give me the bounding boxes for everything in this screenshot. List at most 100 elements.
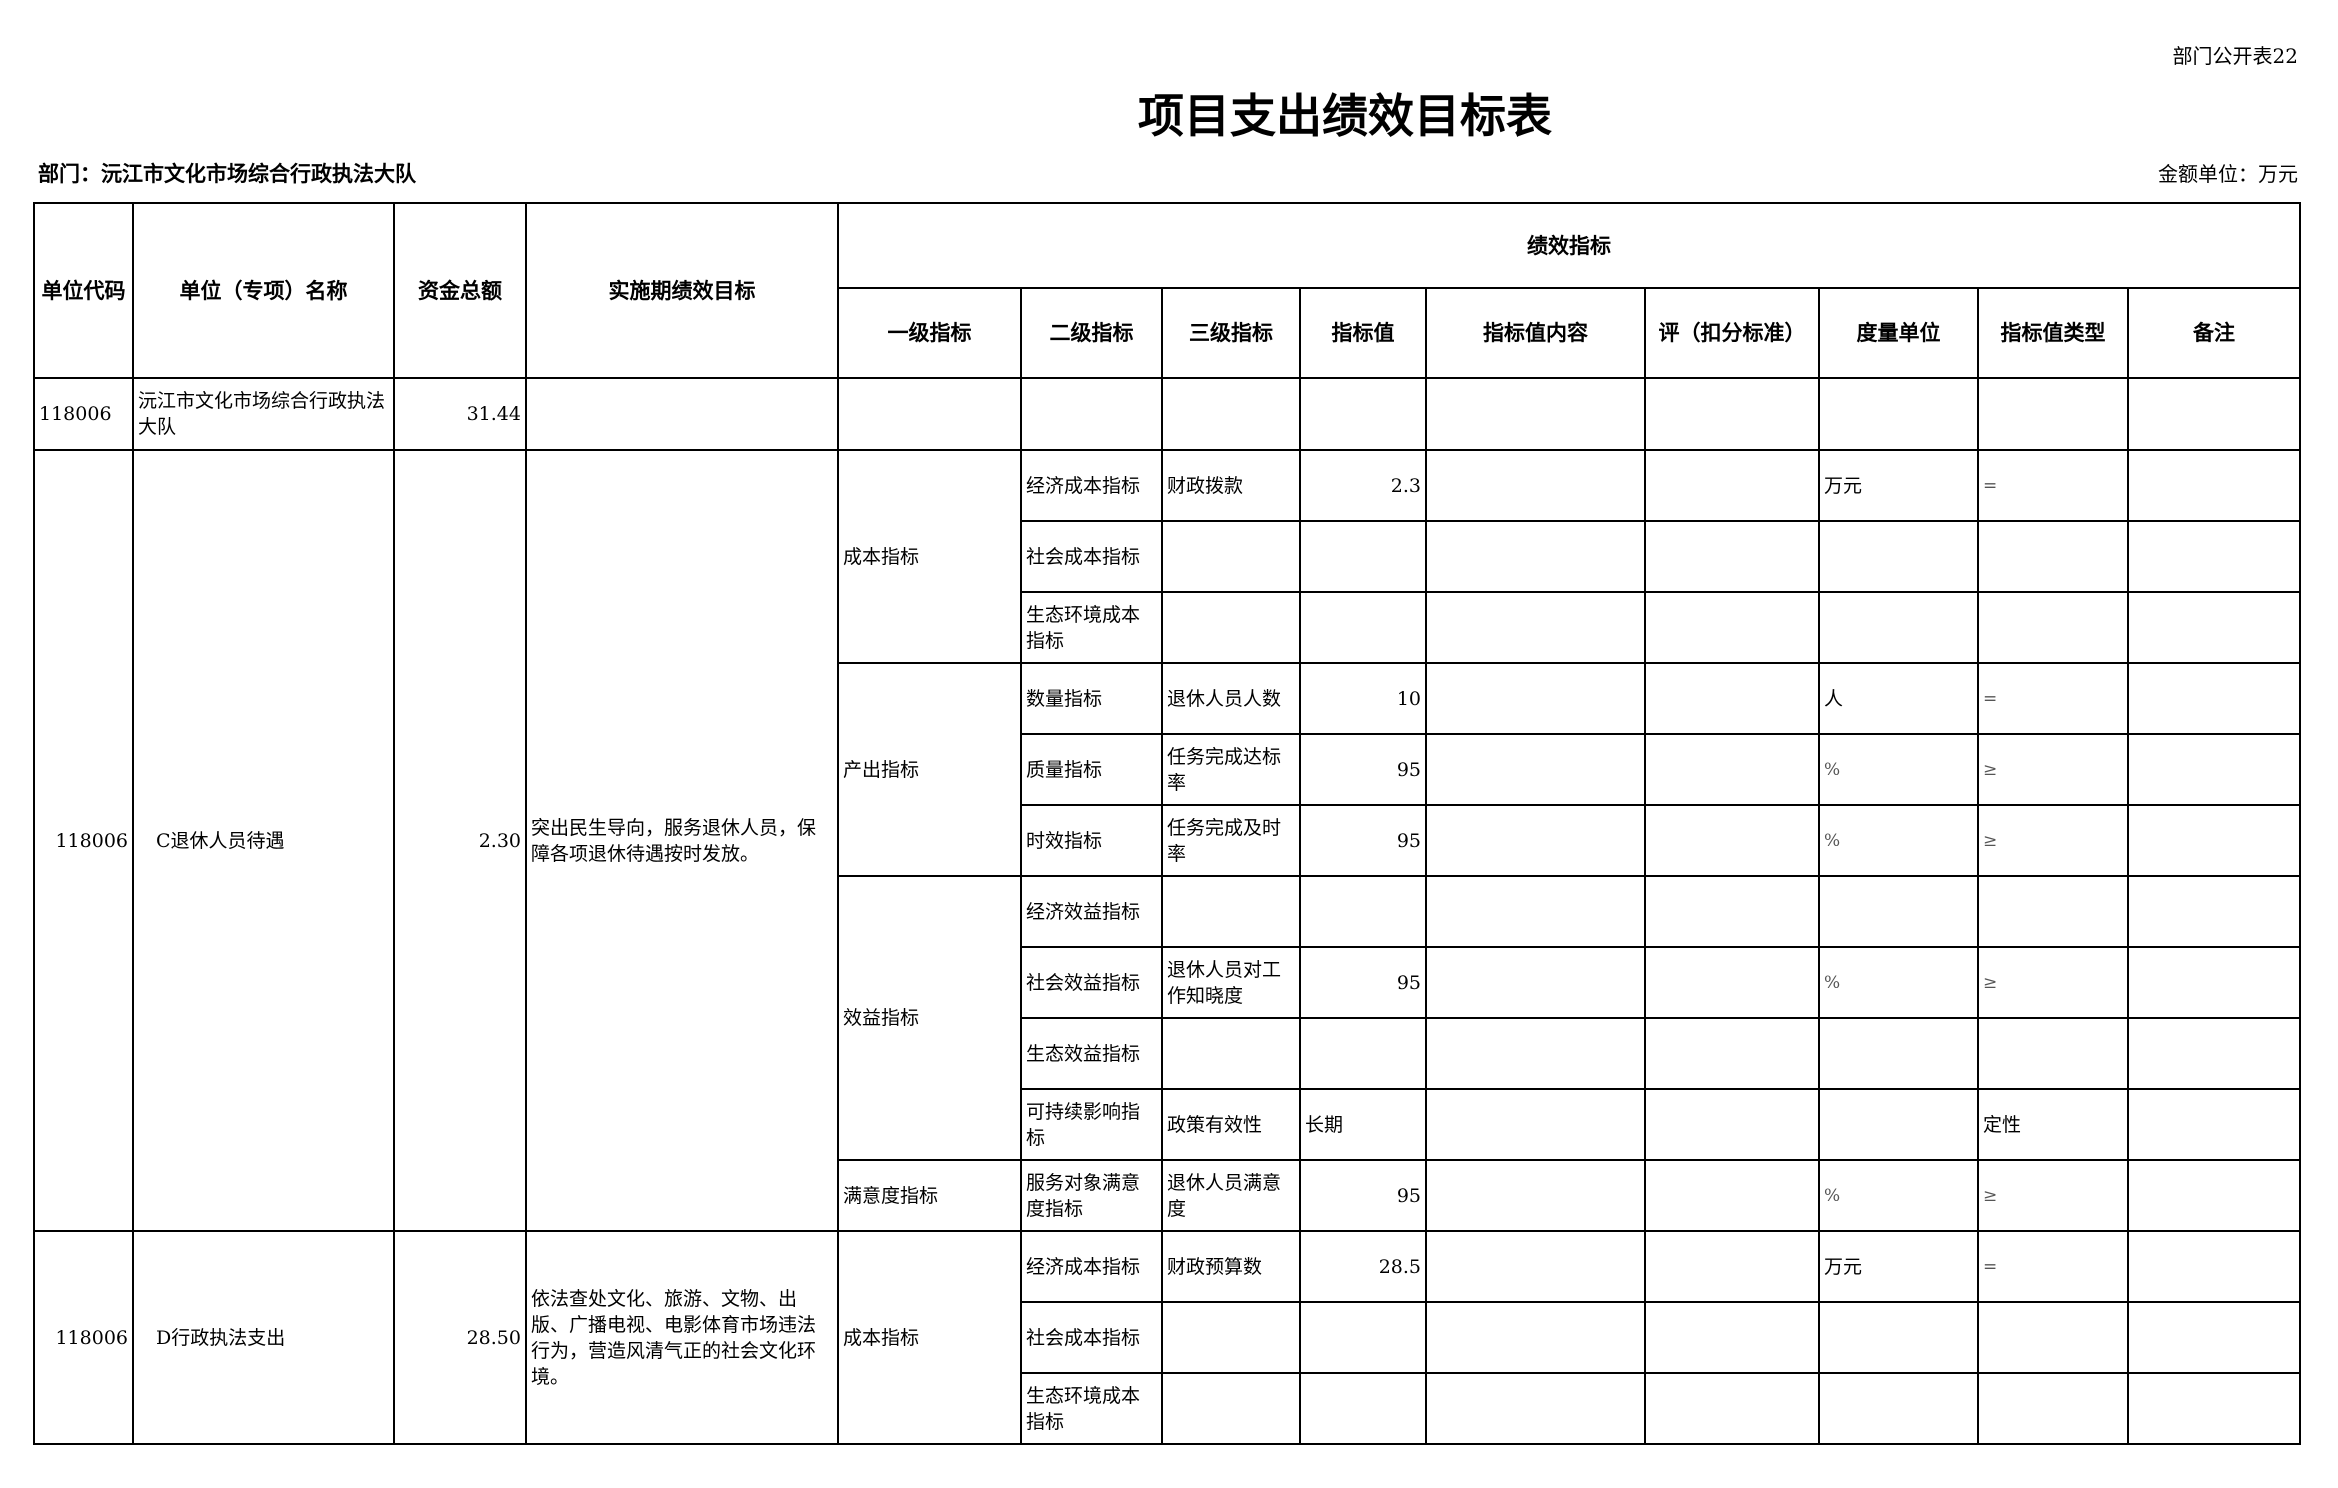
form-number: 部门公开表22 xyxy=(2172,44,2298,68)
indicator-row: 时效指标 任务完成及时率 95% ≥ xyxy=(34,804,2302,877)
level1-indicator: 产出指标 xyxy=(837,662,1022,877)
indicator-content xyxy=(1425,1159,1646,1232)
indicator-note xyxy=(2126,1230,2302,1303)
level2-indicator: 经济成本指标 xyxy=(1020,1230,1163,1303)
header-name: 单位（专项）名称 xyxy=(132,202,395,379)
header-indicators: 绩效指标 xyxy=(836,202,2302,289)
indicator-score xyxy=(1644,875,1820,948)
indicator-score xyxy=(1644,1159,1820,1232)
measure-unit xyxy=(1818,1372,1979,1445)
indicator-row: 118006 D行政执法支出 28.50 依法查处文化、旅游、文物、出版、广播电视、电… xyxy=(33,1230,2302,1445)
indicator-type: = xyxy=(1977,1230,2129,1303)
indicator-note xyxy=(2126,733,2302,806)
indicator-value xyxy=(1299,1372,1427,1445)
indicator-type: = xyxy=(1977,449,2129,522)
level1-indicator: 满意度指标 xyxy=(837,1159,1022,1232)
indicator-content xyxy=(1425,1017,1646,1090)
indicator-type xyxy=(1977,591,2129,664)
project-code: 118006 xyxy=(33,449,134,1232)
indicator-score xyxy=(1644,1372,1820,1445)
indicator-type xyxy=(1977,1017,2129,1090)
indicator-score xyxy=(1644,1017,1820,1090)
indicator-row: 生态环境成本指标 xyxy=(34,591,2302,664)
indicator-score xyxy=(1644,946,1820,1019)
header-type: 指标值类型 xyxy=(1977,287,2129,379)
indicator-type: = xyxy=(1977,662,2129,735)
header-level3: 三级指标 xyxy=(1161,287,1301,379)
indicator-row: 118006 C退休人员待遇 2.30 突出民生导向，服务退休人员，保障各项退休待遇按… xyxy=(33,449,2302,1232)
indicator-value: 95 xyxy=(1299,733,1427,806)
indicator-type xyxy=(1977,1301,2129,1374)
indicator-note xyxy=(2126,591,2302,664)
indicator-value: 长期 xyxy=(1299,1088,1427,1161)
measure-unit: 人 xyxy=(1818,662,1979,735)
indicator-content xyxy=(1425,449,1646,522)
indicator-type: 定性 xyxy=(1977,1088,2129,1161)
indicator-value xyxy=(1299,520,1427,593)
level3-indicator: 退休人员人数 xyxy=(1161,662,1301,735)
level1-indicator: 效益指标 xyxy=(837,875,1022,1161)
level3-indicator: 退休人员满意度 xyxy=(1161,1159,1301,1232)
indicator-note xyxy=(2126,1159,2302,1232)
header-level2: 二级指标 xyxy=(1020,287,1163,379)
level3-indicator xyxy=(1161,520,1301,593)
header-level1: 一级指标 xyxy=(837,287,1022,379)
indicator-content xyxy=(1425,1301,1646,1374)
measure-unit xyxy=(1818,591,1979,664)
header-content: 指标值内容 xyxy=(1425,287,1646,379)
header-goal: 实施期绩效目标 xyxy=(525,202,839,379)
performance-target-table: 单位代码 单位（专项）名称 资金总额 实施期绩效目标 绩效指标 一级指标 二级指… xyxy=(33,202,2302,1445)
level2-indicator: 社会成本指标 xyxy=(1020,1301,1163,1374)
measure-unit: % xyxy=(1818,733,1979,806)
header-value: 指标值 xyxy=(1299,287,1427,379)
measure-unit: 万元 xyxy=(1818,1230,1979,1303)
level3-indicator xyxy=(1161,875,1301,948)
summary-row: 118006 沅江市文化市场综合行政执法大队 31.44 xyxy=(33,377,2302,451)
indicator-row: 产出指标 数量指标 退休人员人数 10 人 = xyxy=(34,662,2302,877)
indicator-note xyxy=(2126,946,2302,1019)
indicator-row: 可持续影响指标 政策有效性 长期 定性 xyxy=(34,1088,2302,1161)
indicator-content xyxy=(1425,662,1646,735)
header-code: 单位代码 xyxy=(33,202,134,379)
level2-indicator: 时效指标 xyxy=(1020,804,1163,877)
indicator-type xyxy=(1977,875,2129,948)
level3-indicator: 政策有效性 xyxy=(1161,1088,1301,1161)
indicator-value: 95 xyxy=(1299,1159,1427,1232)
project-amount: 2.30 xyxy=(393,449,527,1232)
summary-code: 118006 xyxy=(33,377,134,451)
indicator-score xyxy=(1644,591,1820,664)
indicator-value xyxy=(1299,1017,1427,1090)
level2-indicator: 生态效益指标 xyxy=(1020,1017,1163,1090)
indicator-score xyxy=(1644,1088,1820,1161)
indicator-row: 社会成本指标 xyxy=(34,520,2302,593)
measure-unit xyxy=(1818,520,1979,593)
measure-unit xyxy=(1818,1301,1979,1374)
indicator-value: 2.3 xyxy=(1299,449,1427,522)
level3-indicator xyxy=(1161,1372,1301,1445)
indicator-value xyxy=(1299,875,1427,948)
project-name: D行政执法支出 xyxy=(132,1230,395,1445)
indicator-content xyxy=(1425,1230,1646,1303)
measure-unit: % xyxy=(1818,946,1979,1019)
level3-indicator: 财政拨款 xyxy=(1161,449,1301,522)
indicator-row: 生态效益指标 xyxy=(34,1017,2302,1090)
indicator-row: 社会成本指标 xyxy=(34,1301,2302,1374)
level2-indicator: 经济成本指标 xyxy=(1020,449,1163,522)
indicator-content xyxy=(1425,804,1646,877)
indicator-type: ≥ xyxy=(1977,804,2129,877)
level2-indicator: 质量指标 xyxy=(1020,733,1163,806)
level3-indicator: 任务完成及时率 xyxy=(1161,804,1301,877)
project-goal: 依法查处文化、旅游、文物、出版、广播电视、电影体育市场违法行为，营造风清气正的社… xyxy=(525,1230,839,1445)
indicator-note xyxy=(2126,1017,2302,1090)
project-name: C退休人员待遇 xyxy=(132,449,395,1232)
header-amount: 资金总额 xyxy=(393,202,527,379)
project-code: 118006 xyxy=(33,1230,134,1445)
indicator-type: ≥ xyxy=(1977,946,2129,1019)
summary-name: 沅江市文化市场综合行政执法大队 xyxy=(132,377,395,451)
indicator-type xyxy=(1977,520,2129,593)
indicator-row: 效益指标 经济效益指标 xyxy=(34,875,2302,1161)
level1-indicator: 成本指标 xyxy=(837,449,1022,664)
level2-indicator: 经济效益指标 xyxy=(1020,875,1163,948)
indicator-content xyxy=(1425,591,1646,664)
indicator-note xyxy=(2126,875,2302,948)
